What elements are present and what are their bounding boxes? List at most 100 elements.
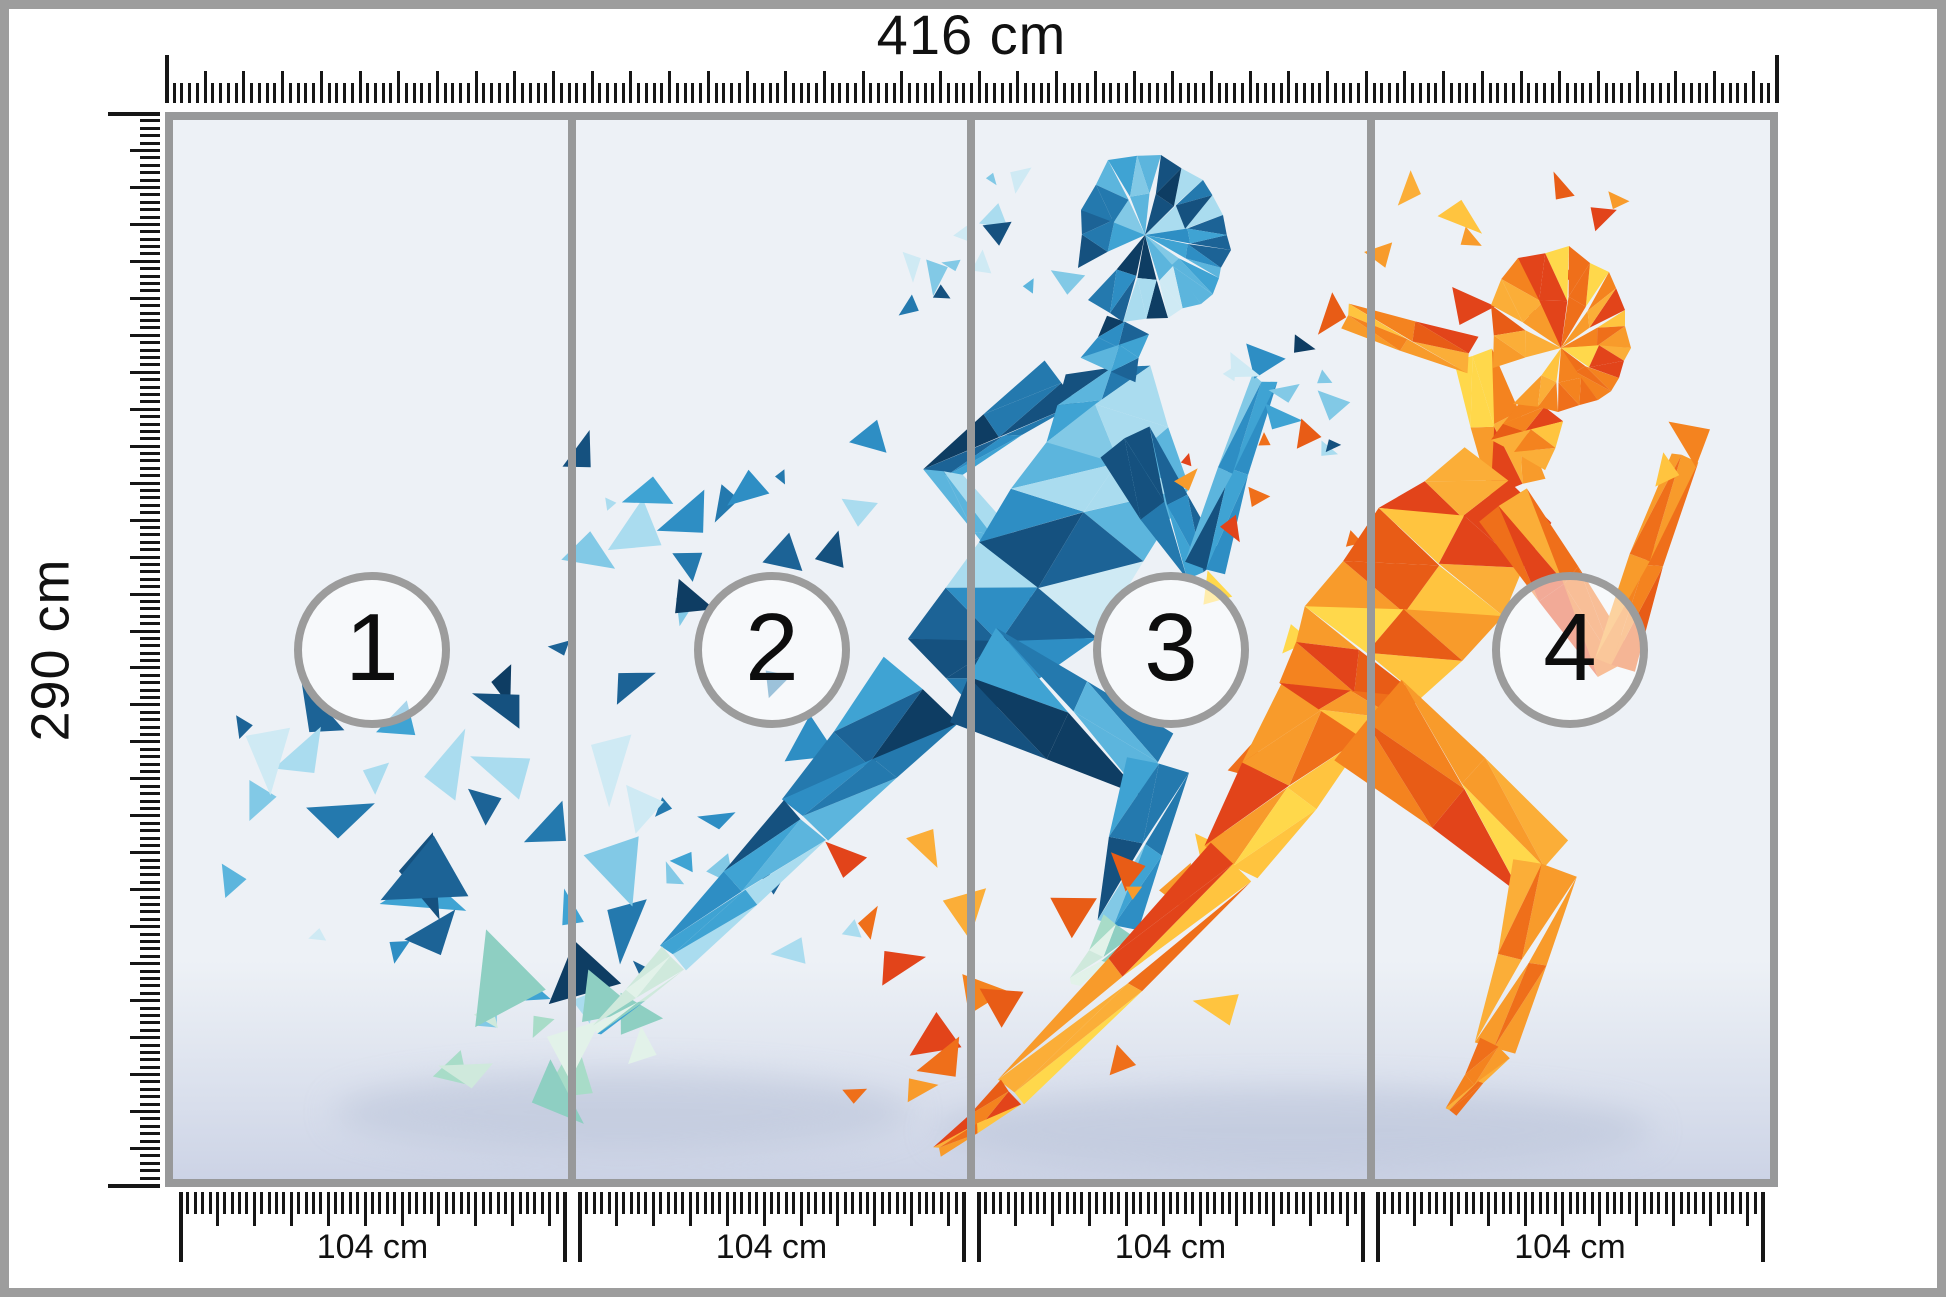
top-ruler-tick xyxy=(791,83,795,103)
polygon-facet xyxy=(947,434,1023,476)
polygon-facet xyxy=(841,919,862,938)
bottom-ruler-tick xyxy=(1642,1192,1646,1214)
top-ruler-tick xyxy=(172,83,176,103)
bottom-ruler-tick xyxy=(1250,1192,1254,1214)
left-ruler-tick xyxy=(140,636,160,640)
left-ruler-tick xyxy=(140,991,160,995)
polygon-facet xyxy=(982,221,1012,246)
left-ruler xyxy=(105,112,160,1188)
bottom-ruler-tick xyxy=(400,1192,404,1226)
top-ruler-tick xyxy=(1596,71,1600,103)
wallpaper-preview-area: 1 2 3 4 xyxy=(165,112,1778,1187)
top-ruler-tick xyxy=(582,83,586,103)
bottom-ruler-tick xyxy=(1205,1192,1209,1214)
polygon-facet xyxy=(923,435,1004,476)
panel-width-label-4: 104 cm xyxy=(1514,1228,1626,1266)
left-ruler-tick xyxy=(140,747,160,751)
bottom-ruler: 104 cm 104 cm 104 cm 104 cm xyxy=(173,1192,1770,1277)
top-ruler-tick xyxy=(1395,83,1399,103)
top-ruler-tick xyxy=(257,83,261,103)
left-ruler-tick xyxy=(140,910,160,914)
bottom-ruler-tick xyxy=(814,1192,818,1214)
panel-number-badge-1: 1 xyxy=(294,572,450,728)
left-ruler-tick xyxy=(140,622,160,626)
polygon-facet xyxy=(1097,836,1143,920)
top-ruler-tick xyxy=(946,83,950,103)
top-ruler-tick xyxy=(482,83,486,103)
top-ruler-tick xyxy=(1550,83,1554,103)
top-ruler-tick xyxy=(451,83,455,103)
polygon-facet xyxy=(1101,365,1151,400)
panel-divider-3 xyxy=(1367,120,1375,1179)
bottom-ruler-tick xyxy=(1073,1192,1076,1214)
top-ruler-tick xyxy=(1209,71,1213,103)
bottom-ruler-tick xyxy=(1575,1192,1579,1214)
bottom-ruler-tick xyxy=(1021,1192,1025,1214)
left-ruler-tick xyxy=(140,696,160,700)
top-ruler-tick xyxy=(830,83,834,103)
polygon-facet xyxy=(1397,170,1421,206)
polygon-facet xyxy=(1568,263,1590,307)
top-ruler-tick xyxy=(443,83,447,103)
polygon-facet xyxy=(1282,624,1311,654)
polygon-facet xyxy=(625,946,671,990)
top-ruler-tick xyxy=(923,83,927,103)
polygon-facet xyxy=(996,627,1088,712)
left-ruler-tick xyxy=(140,193,160,197)
top-ruler-tick xyxy=(1751,71,1755,103)
polygon-facet xyxy=(926,259,948,296)
top-ruler-tick xyxy=(1736,83,1740,103)
bottom-ruler-tick xyxy=(385,1192,389,1214)
polygon-facet xyxy=(1124,438,1165,520)
bottom-ruler-tick xyxy=(1472,1192,1476,1214)
polygon-facet xyxy=(1498,488,1565,584)
top-ruler-tick xyxy=(1341,83,1345,103)
bottom-ruler-tick xyxy=(999,1192,1003,1214)
bottom-ruler-tick xyxy=(1161,1192,1165,1226)
top-ruler-tick xyxy=(691,83,695,103)
polygon-facet xyxy=(620,992,664,1035)
left-ruler-tick xyxy=(140,540,160,544)
bottom-ruler-tick xyxy=(444,1192,448,1214)
bottom-ruler-tick xyxy=(902,1192,906,1214)
polygon-facet xyxy=(1449,1083,1484,1116)
top-ruler-tick xyxy=(1202,83,1206,103)
left-ruler-tick xyxy=(140,895,160,899)
polygon-facet xyxy=(1071,960,1108,984)
polygon-facet xyxy=(1174,468,1198,491)
top-ruler-tick xyxy=(1171,71,1175,103)
polygon-facet xyxy=(1232,787,1317,867)
bottom-ruler-tick xyxy=(452,1192,456,1214)
top-ruler-tick xyxy=(1620,83,1624,103)
polygon-facet xyxy=(1558,348,1581,383)
top-ruler-tick xyxy=(1496,83,1500,103)
polygon-facet xyxy=(947,434,1023,476)
left-ruler-tick xyxy=(140,984,160,988)
polygon-facet xyxy=(849,419,887,453)
bottom-ruler-tick xyxy=(371,1192,374,1214)
polygon-facet xyxy=(923,469,974,532)
top-ruler-tick xyxy=(1558,71,1562,103)
bottom-ruler-tick xyxy=(681,1192,685,1214)
left-ruler-tick xyxy=(140,651,160,655)
polygon-facet xyxy=(979,488,1084,543)
orange-polygonal-runner xyxy=(825,170,1710,1157)
runner-shadow xyxy=(333,1072,913,1152)
top-ruler-tick xyxy=(513,71,517,103)
bottom-ruler-tick xyxy=(297,1192,301,1214)
polygon-facet xyxy=(468,788,502,826)
top-ruler-tick xyxy=(165,55,169,103)
polygon-facet xyxy=(1537,375,1557,407)
bottom-ruler-tick xyxy=(267,1192,271,1214)
polygon-facet xyxy=(1190,235,1231,250)
left-ruler-tick xyxy=(140,976,160,980)
left-ruler-tick xyxy=(140,1050,160,1054)
top-ruler-tick xyxy=(1411,83,1415,103)
polygon-facet xyxy=(983,382,1062,438)
top-ruler-tick xyxy=(242,71,246,103)
bottom-ruler-tick xyxy=(600,1192,604,1214)
polygon-facet xyxy=(626,784,664,834)
bottom-ruler-tick xyxy=(703,1192,707,1214)
polygon-facet xyxy=(1668,421,1710,468)
polygon-facet xyxy=(655,797,673,817)
